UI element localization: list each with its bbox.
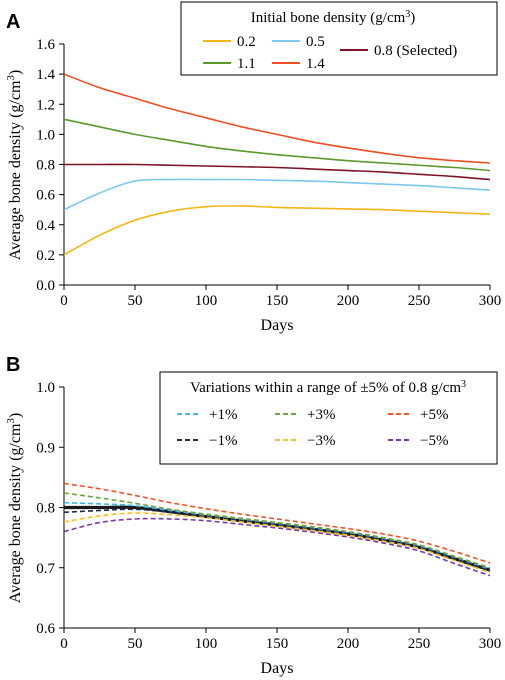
- legend-item: +3%: [275, 407, 335, 423]
- y-tick-label: 0.6: [36, 188, 55, 204]
- y-tick-label: 0.2: [36, 248, 55, 264]
- panel-b-y-ticks: 0.6 0.7 0.8 0.9 1.0: [36, 380, 64, 637]
- x-tick-label: 300: [479, 636, 502, 652]
- y-tick-label: 0.4: [36, 218, 55, 234]
- panel-b: B 0.6 0.7 0.8 0.9 1.0 0 50 100 150 200 250 300 Day…: [5, 354, 501, 677]
- legend-item: −1%: [177, 433, 237, 449]
- x-tick-label: 250: [408, 636, 431, 652]
- panel-b-y-label: Average bone density (g/cm3): [5, 413, 24, 603]
- y-tick-label: 0.8: [36, 158, 55, 174]
- series-line-2: [64, 163, 491, 181]
- legend-label: −5%: [420, 433, 448, 449]
- panel-a-x-label: Days: [261, 317, 294, 334]
- y-tick-label: 0.0: [36, 278, 55, 294]
- legend-item: 1.1: [203, 56, 256, 72]
- x-tick-label: 200: [337, 293, 360, 309]
- panel-a-legend-title: Initial bone density (g/cm3): [251, 9, 416, 27]
- panel-b-legend-box: [159, 371, 498, 465]
- y-tick-label: 1.2: [36, 97, 55, 113]
- series-line-3: [63, 508, 491, 572]
- series-line-1: [63, 178, 491, 211]
- panel-label-b: B: [6, 354, 20, 376]
- series-line-2: [63, 482, 491, 564]
- series-line-4: [63, 73, 491, 164]
- legend-item: 0.8 (Selected): [340, 43, 457, 59]
- panel-a-x-ticks: 0 50 100 150 200 250 300: [60, 285, 501, 309]
- panel-b-x-ticks: 0 50 100 150 200 250 300: [60, 628, 501, 652]
- x-tick-label: 50: [128, 636, 143, 652]
- y-tick-label: 0.9: [36, 440, 55, 456]
- panel-a: A 0.0 0.2 0.4 0.6 0.8 1.0 1.2 1.4 1.6 0 50 100 150 2…: [5, 1, 501, 334]
- legend-label: +5%: [420, 407, 448, 423]
- x-tick-label: 250: [408, 293, 431, 309]
- x-tick-label: 0: [60, 636, 68, 652]
- legend-item: +1%: [177, 407, 237, 423]
- legend-label: −1%: [209, 433, 237, 449]
- series-line-3: [63, 118, 491, 172]
- series-line-1: [63, 492, 491, 569]
- series-line-5: [63, 517, 491, 577]
- panel-a-y-ticks: 0.0 0.2 0.4 0.6 0.8 1.0 1.2 1.4 1.6: [36, 37, 64, 294]
- legend-label: +1%: [209, 407, 237, 423]
- y-tick-label: 0.6: [36, 621, 55, 637]
- panel-a-legend-box: [180, 1, 498, 76]
- legend-label: 0.8 (Selected): [374, 43, 457, 59]
- series-line-highlight: [63, 505, 491, 572]
- legend-item: 0.5: [272, 34, 325, 50]
- x-tick-label: 0: [60, 293, 68, 309]
- legend-label: −3%: [307, 433, 335, 449]
- y-tick-label: 1.6: [36, 37, 55, 53]
- panel-a-legend-items: 0.2 0.5 1.1 1.4 0.8 (Selected): [203, 34, 457, 72]
- series-line-0: [63, 205, 491, 256]
- x-tick-label: 200: [337, 636, 360, 652]
- series-line-4: [63, 512, 491, 574]
- panel-a-legend: Initial bone density (g/cm3) 0.2 0.5 1.1 1.…: [180, 1, 498, 76]
- legend-label: 0.2: [237, 34, 256, 50]
- panel-b-legend: Variations within a range of ±5% of 0.8 …: [159, 371, 498, 465]
- x-tick-label: 100: [195, 636, 218, 652]
- legend-label: +3%: [307, 407, 335, 423]
- x-tick-label: 50: [128, 293, 143, 309]
- panel-b-x-label: Days: [261, 660, 294, 677]
- legend-label: 0.5: [306, 34, 325, 50]
- panel-label-a: A: [6, 11, 20, 33]
- legend-item: 0.2: [203, 34, 256, 50]
- panel-b-legend-title: Variations within a range of ±5% of 0.8 …: [190, 379, 466, 397]
- panel-a-lines: [63, 73, 491, 256]
- x-tick-label: 150: [266, 293, 289, 309]
- y-tick-label: 1.4: [36, 67, 55, 83]
- y-tick-label: 0.7: [36, 561, 55, 577]
- legend-label: 1.1: [237, 56, 256, 72]
- x-tick-label: 150: [266, 636, 289, 652]
- x-tick-label: 100: [195, 293, 218, 309]
- legend-item: +5%: [388, 407, 448, 423]
- y-tick-label: 0.8: [36, 501, 55, 517]
- y-tick-label: 1.0: [36, 380, 55, 396]
- legend-item: −5%: [388, 433, 448, 449]
- x-tick-label: 300: [479, 293, 502, 309]
- panel-b-legend-items: +1% +3% +5% −1% −3% −5%: [177, 407, 448, 449]
- legend-item: −3%: [275, 433, 335, 449]
- panel-a-y-label: Average bone density (g/cm3): [5, 70, 24, 260]
- legend-label: 1.4: [306, 56, 325, 72]
- y-tick-label: 1.0: [36, 127, 55, 143]
- panel-b-lines: [63, 482, 491, 577]
- legend-item: 1.4: [272, 56, 325, 72]
